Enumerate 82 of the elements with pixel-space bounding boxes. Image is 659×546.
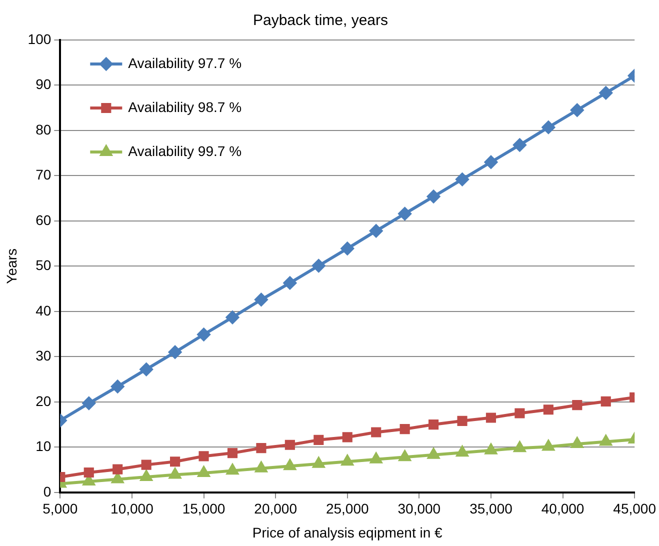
y-tick-label: 80 <box>36 121 52 138</box>
point <box>226 464 238 475</box>
point <box>198 466 210 477</box>
point <box>170 456 180 467</box>
point <box>112 472 124 484</box>
point <box>400 424 410 434</box>
point <box>572 400 582 410</box>
point <box>427 190 440 204</box>
y-tick-label: 30 <box>36 348 52 364</box>
y-tick-label: 100 <box>28 30 52 47</box>
x-tick-label: 40,000 <box>541 500 584 517</box>
point <box>198 451 209 462</box>
point <box>283 276 296 290</box>
x-tick-label: 30,000 <box>398 500 441 517</box>
x-tick-label: 15,000 <box>182 500 226 517</box>
point <box>342 432 352 442</box>
point <box>284 460 296 470</box>
point <box>141 460 152 470</box>
x-tick-label: 35,000 <box>470 500 513 517</box>
point <box>284 440 295 450</box>
x-axis-title: Price of analysis eqipment in € <box>252 524 443 540</box>
point <box>484 156 498 169</box>
point <box>82 396 96 410</box>
point <box>84 467 94 478</box>
point <box>340 242 354 256</box>
point <box>112 464 123 474</box>
point <box>570 104 584 117</box>
point <box>457 416 468 426</box>
point <box>314 434 324 445</box>
point <box>227 448 238 458</box>
point <box>168 346 182 359</box>
y-tick-label: 70 <box>36 166 52 183</box>
y-tick-label: 60 <box>36 212 52 228</box>
y-tick-label: 0 <box>43 483 52 500</box>
y-tick-label: 10 <box>36 438 52 454</box>
point <box>371 427 382 438</box>
point <box>485 444 497 454</box>
y-tick-label: 50 <box>36 257 52 274</box>
point <box>486 412 496 423</box>
point <box>571 437 583 448</box>
point <box>370 452 382 464</box>
x-tick-label: 20,000 <box>254 500 298 517</box>
point <box>599 86 612 100</box>
x-tick-label: 25,000 <box>326 500 369 517</box>
legend-label: Availability 99.7 % <box>128 142 242 159</box>
point <box>312 457 324 468</box>
point <box>456 446 468 457</box>
point <box>111 380 124 394</box>
point <box>514 408 525 418</box>
legend-label: Availability 98.7 % <box>128 98 242 115</box>
legend-label: Availability 97.7 % <box>128 54 242 71</box>
y-tick-label: 20 <box>36 392 52 409</box>
point <box>428 420 439 430</box>
point <box>169 468 181 479</box>
point <box>140 470 152 482</box>
point <box>398 450 411 462</box>
point <box>542 440 554 451</box>
y-tick-label: 40 <box>36 302 52 318</box>
point <box>600 396 611 407</box>
x-tick-label: 10,000 <box>110 500 154 517</box>
point <box>254 293 268 306</box>
point <box>312 259 326 272</box>
point <box>398 207 412 220</box>
point <box>140 362 153 376</box>
point <box>428 448 440 459</box>
point <box>456 172 469 186</box>
point <box>513 138 526 152</box>
x-tick-label: 45,000 <box>613 500 656 517</box>
y-tick-label: 90 <box>36 76 52 92</box>
point <box>514 442 526 452</box>
point <box>226 310 239 324</box>
point <box>600 435 612 446</box>
x-tick-label: 5,000 <box>42 500 78 517</box>
point <box>370 224 383 238</box>
y-axis-title: Years <box>3 248 20 284</box>
point <box>197 328 210 342</box>
point <box>255 462 268 472</box>
point <box>342 455 354 466</box>
chart-title: Payback time, years <box>252 12 388 30</box>
point <box>256 443 266 454</box>
point <box>543 404 554 415</box>
point <box>542 120 555 134</box>
